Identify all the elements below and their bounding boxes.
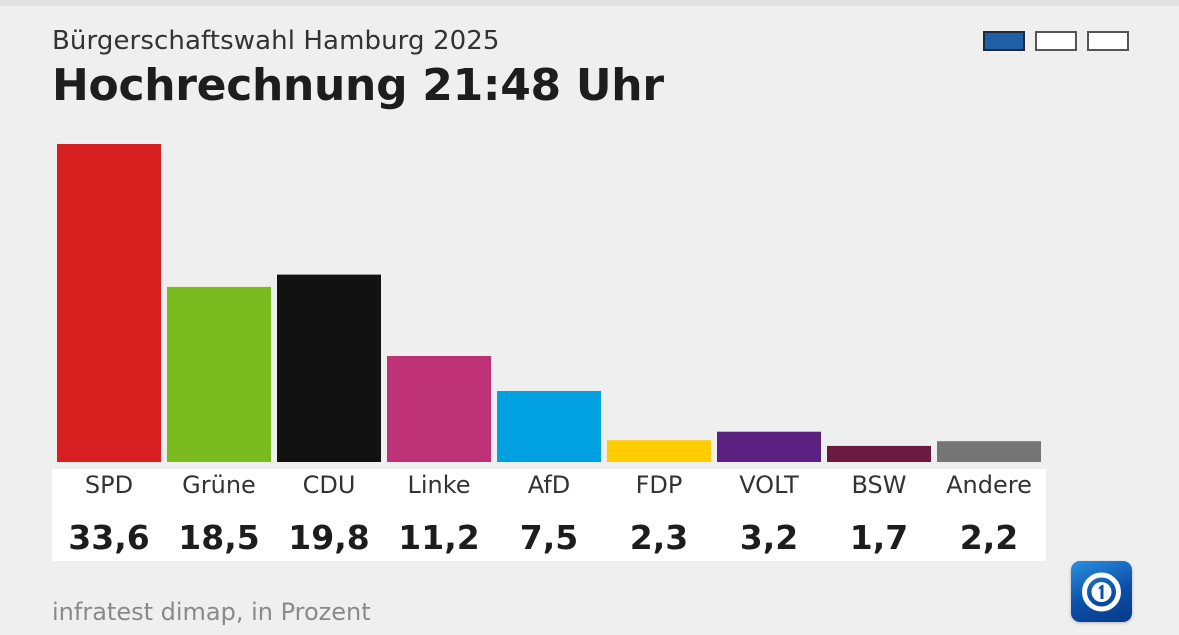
value-label-fdp: 2,3: [630, 518, 688, 557]
category-label-gr-ne: Grüne: [182, 471, 256, 499]
value-label-bsw: 1,7: [850, 518, 908, 557]
bar-andere: [937, 441, 1041, 462]
value-label-spd: 33,6: [68, 518, 149, 557]
pager-button-1[interactable]: [983, 31, 1025, 51]
category-label-bsw: BSW: [851, 471, 906, 499]
top-divider: [0, 0, 1179, 6]
labels-panel: [52, 469, 1046, 561]
bar-bsw: [827, 445, 931, 462]
pager-button-3[interactable]: [1087, 31, 1129, 51]
chart-title: Hochrechnung 21:48 Uhr: [52, 60, 664, 111]
ard-tagesschau-logo-icon: [1071, 561, 1132, 622]
category-label-afd: AfD: [528, 471, 571, 499]
chart-pager: [983, 31, 1129, 51]
bar-volt: [717, 431, 821, 462]
chart-subtitle: Bürgerschaftswahl Hamburg 2025: [52, 26, 500, 56]
bar-gr-ne: [167, 286, 271, 462]
bar-fdp: [607, 440, 711, 462]
value-label-linke: 11,2: [398, 518, 479, 557]
bar-cdu: [277, 274, 381, 462]
bar-afd: [497, 391, 601, 462]
category-label-linke: Linke: [407, 471, 470, 499]
value-label-volt: 3,2: [740, 518, 798, 557]
value-label-gr-ne: 18,5: [178, 518, 259, 557]
category-label-spd: SPD: [85, 471, 133, 499]
pager-button-2[interactable]: [1035, 31, 1077, 51]
source-footnote: infratest dimap, in Prozent: [52, 598, 371, 626]
category-label-fdp: FDP: [636, 471, 683, 499]
bar-linke: [387, 356, 491, 462]
value-label-cdu: 19,8: [288, 518, 369, 557]
category-label-cdu: CDU: [303, 471, 356, 499]
category-label-volt: VOLT: [739, 471, 799, 499]
value-label-afd: 7,5: [520, 518, 578, 557]
value-label-andere: 2,2: [960, 518, 1018, 557]
bar-spd: [57, 144, 161, 462]
category-label-andere: Andere: [946, 471, 1032, 499]
